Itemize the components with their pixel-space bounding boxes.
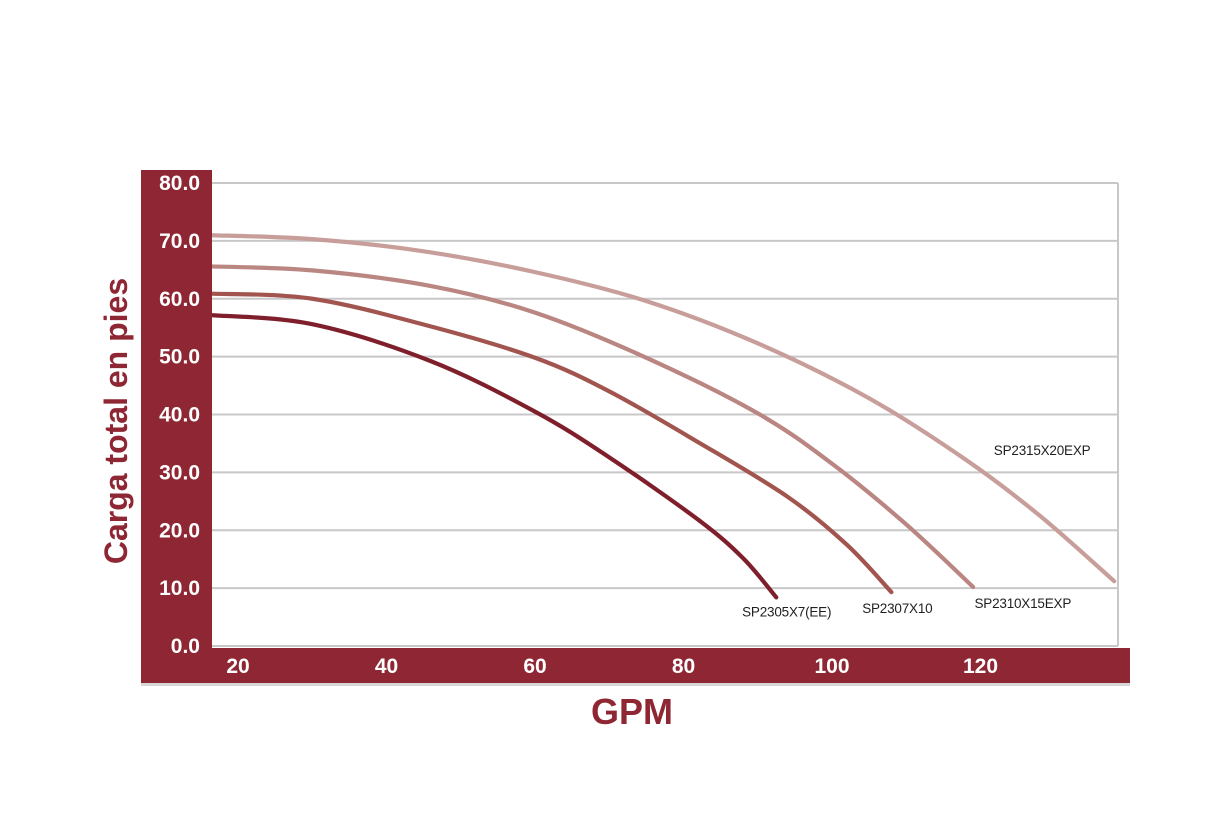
curve-sp2310x15exp (212, 264, 976, 590)
tick-labels-layer: 80.0 70.0 60.0 50.0 40.0 30.0 20.0 10.0 0.0 20 40 6… (159, 172, 998, 678)
gridlines-layer (212, 182, 1119, 647)
y-tick-label: 80.0 (159, 172, 200, 195)
series-label: SP2315X20EXP (994, 443, 1091, 458)
x-axis-title: GPM (590, 691, 673, 732)
x-tick-label: 80 (672, 655, 695, 678)
curves-layer (212, 233, 1117, 600)
axis-bands-layer (141, 170, 1130, 686)
y-axis-title: Carga total en pies (98, 277, 134, 565)
x-tick-label: 40 (375, 655, 398, 678)
curve-sp2315x20exp (212, 233, 1117, 584)
y-tick-label: 30.0 (159, 461, 200, 484)
y-tick-label: 10.0 (159, 577, 200, 600)
y-axis-band (141, 170, 212, 683)
band-shadow (141, 683, 1130, 686)
y-tick-label: 0.0 (171, 635, 200, 658)
series-label: SP2307X10 (862, 601, 932, 616)
x-tick-label: 60 (523, 655, 546, 678)
series-label: SP2310X15EXP (974, 596, 1071, 611)
y-tick-label: 50.0 (159, 346, 200, 369)
y-tick-label: 60.0 (159, 288, 200, 311)
series-label: SP2305X7(EE) (742, 604, 831, 619)
x-tick-label: 20 (226, 655, 249, 678)
curve-sp2305x7-ee- (212, 313, 779, 600)
x-axis-band (141, 648, 1130, 683)
series-labels-layer: SP2315X20EXP SP2310X15EXP SP2307X10 SP2305X… (742, 443, 1091, 619)
curve-sp2307x10 (212, 291, 894, 595)
y-tick-label: 20.0 (159, 519, 200, 542)
y-tick-label: 40.0 (159, 404, 200, 427)
x-tick-label: 120 (963, 655, 998, 678)
x-tick-label: 100 (814, 655, 849, 678)
y-tick-label: 70.0 (159, 230, 200, 253)
